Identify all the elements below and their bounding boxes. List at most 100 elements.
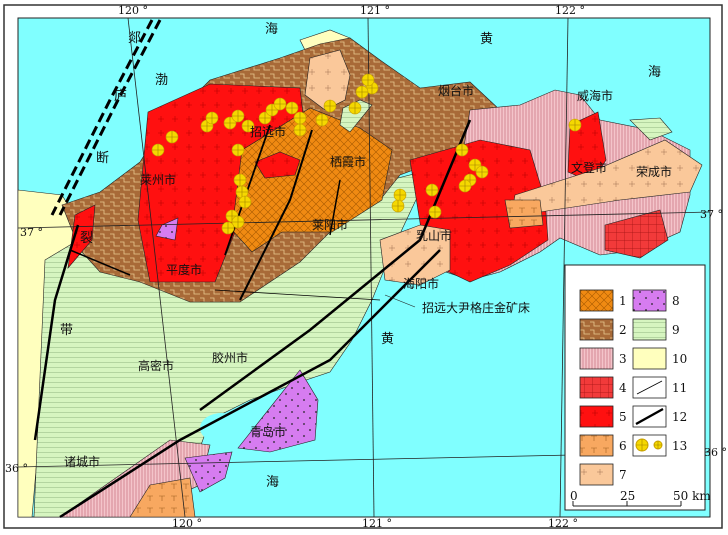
deposit-annotation: 招远大尹格庄金矿床 bbox=[422, 300, 530, 315]
gold-deposit-icon bbox=[458, 179, 472, 193]
legend-item: 3 bbox=[579, 347, 627, 370]
legend-item: 13 bbox=[632, 434, 687, 457]
unit10-plain-icon bbox=[632, 347, 667, 370]
gold-deposit-icon bbox=[293, 123, 307, 137]
map-labels: 120 ° 121 ° 122 ° 120 ° 121 ° 122 ° 37 °… bbox=[5, 4, 727, 530]
unit8-qingdao bbox=[237, 369, 319, 453]
lat-left-37: 37 ° bbox=[20, 226, 43, 239]
gold-deposit-icon bbox=[315, 113, 329, 127]
faults bbox=[33, 19, 472, 519]
unit5-crosses-icon bbox=[579, 405, 614, 428]
lon-top-121: 121 ° bbox=[360, 4, 390, 17]
lon-top-120: 120 ° bbox=[118, 4, 148, 17]
city-label: 平度市 bbox=[166, 262, 202, 277]
unit7-haiyang bbox=[379, 224, 451, 286]
legend-item: 7 bbox=[579, 463, 627, 486]
legend-item: 11 bbox=[632, 376, 687, 399]
unit8-pingdu bbox=[155, 217, 179, 241]
lon-top-122: 122 ° bbox=[555, 4, 585, 17]
city-label: 招远市 bbox=[250, 124, 286, 139]
fault-zone-label: 郯 bbox=[128, 31, 141, 46]
gold-deposit-icon bbox=[231, 109, 245, 123]
legend-item: 5 bbox=[579, 405, 627, 428]
legend-item: 2 bbox=[579, 318, 627, 341]
gold-deposit-icon bbox=[205, 111, 219, 125]
legend-item: 10 bbox=[632, 347, 687, 370]
unit4-grid-icon bbox=[579, 376, 614, 399]
legend-item: 1 bbox=[579, 289, 627, 312]
legend-number: 1 bbox=[619, 294, 627, 308]
legend-number: 11 bbox=[672, 381, 687, 395]
gold-deposit-icon bbox=[391, 199, 405, 213]
legend-number: 2 bbox=[619, 323, 627, 337]
gold-deposit-icon bbox=[361, 73, 375, 87]
gold-deposit-icon bbox=[355, 85, 369, 99]
unit7-north bbox=[304, 49, 351, 111]
legend-item: 12 bbox=[632, 405, 687, 428]
legend-number: 13 bbox=[672, 439, 687, 453]
lon-bottom-121: 121 ° bbox=[362, 517, 392, 530]
gold-deposit-icon bbox=[231, 143, 245, 157]
unit6-east bbox=[504, 199, 544, 229]
legend-number: 7 bbox=[619, 468, 627, 482]
gold-deposit-icon bbox=[221, 221, 235, 235]
scale-bar: 0 25 50 km bbox=[570, 489, 711, 507]
unit4-rongcheng bbox=[604, 209, 669, 259]
unit1-central bbox=[231, 107, 393, 253]
city-label: 荣成市 bbox=[636, 164, 672, 179]
legend-item: 9 bbox=[632, 318, 680, 341]
city-label: 海阳市 bbox=[403, 276, 439, 291]
legend-number: 12 bbox=[672, 410, 687, 424]
lon-bottom-122: 122 ° bbox=[548, 517, 578, 530]
jiaozhou-bay bbox=[200, 413, 244, 443]
unit1-crosshatch-icon bbox=[579, 289, 614, 312]
lat-right-36: 36 ° bbox=[704, 446, 727, 459]
city-label: 青岛市 bbox=[250, 424, 286, 439]
lat-right-37: 37 ° bbox=[700, 208, 723, 221]
city-label: 文登市 bbox=[571, 160, 607, 175]
sea-label: 海 bbox=[266, 475, 279, 490]
city-label: 莱州市 bbox=[140, 172, 176, 187]
fault-zone-label: 裂 bbox=[80, 231, 93, 246]
gold-deposit-icon bbox=[393, 188, 407, 202]
gold-deposit-icon bbox=[293, 111, 307, 125]
gold-deposit-icon bbox=[475, 165, 489, 179]
gold-deposit-icon bbox=[238, 195, 252, 209]
legend-number: 4 bbox=[619, 381, 627, 395]
unit5-central-lens bbox=[254, 151, 301, 179]
unit8-dots-icon bbox=[632, 289, 667, 312]
legend-number: 9 bbox=[672, 323, 680, 337]
city-label: 威海市 bbox=[577, 88, 613, 103]
unit3-vertical-lines-icon bbox=[579, 347, 614, 370]
gold-deposit-icon bbox=[258, 111, 272, 125]
unit9-north bbox=[339, 99, 373, 133]
legend-number: 5 bbox=[619, 410, 627, 424]
lat-left-36: 36 ° bbox=[5, 462, 28, 475]
sea-label: 渤 bbox=[155, 72, 168, 88]
city-label: 乳山市 bbox=[416, 228, 452, 243]
unit6-south bbox=[129, 477, 196, 518]
sea-label: 海 bbox=[648, 65, 661, 80]
gold-deposit-icon bbox=[428, 205, 442, 219]
legend-number: 8 bbox=[672, 294, 680, 308]
gold-deposit-icon bbox=[151, 143, 165, 157]
city-label: 烟台市 bbox=[438, 83, 474, 98]
scale-tick: 25 bbox=[620, 489, 635, 503]
gold-deposit-icon bbox=[455, 143, 469, 157]
sea-label: 黄 bbox=[381, 332, 394, 347]
gold-deposit-icon bbox=[241, 119, 255, 133]
city-label: 高密市 bbox=[138, 358, 174, 373]
city-label: 栖霞市 bbox=[330, 154, 366, 169]
gold-deposit-icon bbox=[231, 215, 245, 229]
scale-tick: 0 bbox=[570, 489, 578, 503]
unit9-northeast bbox=[629, 117, 673, 141]
sea-label: 黄 bbox=[480, 32, 493, 47]
gold-deposit-icon bbox=[568, 118, 582, 132]
legend-item: 8 bbox=[632, 289, 680, 312]
unit9-horizontal-lines-icon bbox=[632, 318, 667, 341]
legend-number: 3 bbox=[619, 352, 627, 366]
fault-zone-label: 断 bbox=[96, 151, 109, 166]
legend-number: 10 bbox=[672, 352, 687, 366]
